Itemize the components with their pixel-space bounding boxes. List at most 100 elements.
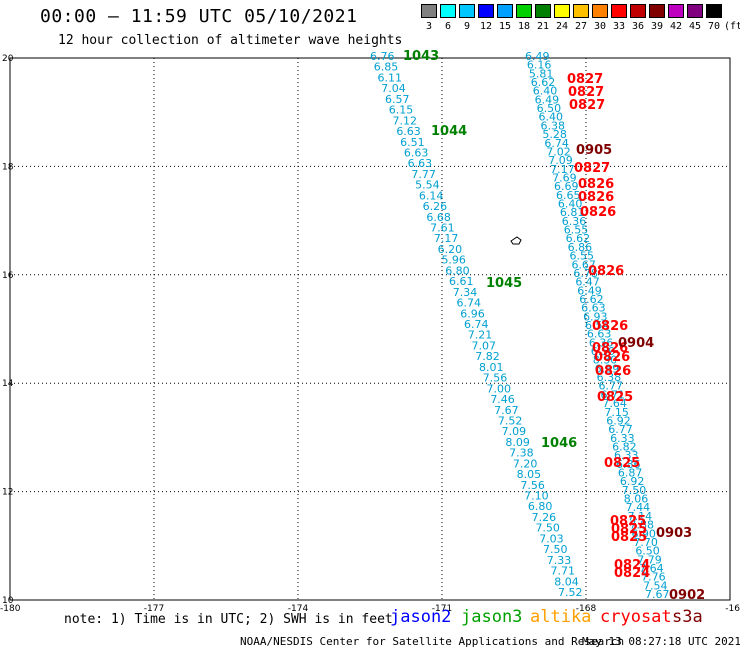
wave-height-value: 6.78 [573, 267, 598, 280]
wave-height-value: 8.30 [593, 354, 618, 367]
wave-height-value: 7.70 [633, 536, 658, 549]
wave-height-value: 7.12 [393, 114, 418, 127]
wave-height-value: 6.14 [419, 189, 444, 202]
wave-height-value: 6.86 [616, 458, 641, 471]
legend-label: 33 [612, 21, 626, 32]
wave-height-value: 6.38 [540, 119, 565, 132]
wave-height-value: 6.39 [595, 362, 620, 375]
cryosat-time-label: 0824 [614, 558, 650, 573]
wave-height-value: 6.77 [608, 423, 633, 436]
wave-height-value: 6.71 [600, 388, 625, 401]
jason3-time-label: 1044 [431, 124, 467, 139]
wave-height-value: 7.09 [502, 425, 526, 438]
wave-height-value: 8.04 [554, 575, 579, 588]
wave-height-value: 6.82 [612, 440, 637, 453]
wave-height-value: 6.49 [525, 50, 550, 63]
wave-height-value: 6.92 [606, 414, 631, 427]
wave-height-value: 7.10 [524, 490, 549, 503]
legend-s3a: s3a [672, 607, 703, 627]
cryosat-time-label: 0825 [597, 390, 633, 405]
wave-height-value: 7.56 [520, 479, 545, 492]
legend-label: 24 [555, 21, 569, 32]
wave-height-value: 7.69 [552, 171, 577, 184]
legend-swatch [706, 4, 722, 18]
x-tick-label: -16 [725, 604, 740, 614]
page-title: 00:00 — 11:59 UTC 05/10/2021 [40, 6, 358, 27]
wave-height-value: 6.11 [378, 71, 403, 84]
legend-swatch [649, 4, 665, 18]
legend-label: 12 [479, 21, 493, 32]
wave-height-value: 6.90 [631, 527, 656, 540]
x-tick-label: -171 [432, 604, 452, 614]
wave-height-value: 6.74 [456, 297, 481, 310]
cryosat-time-label: 0827 [574, 161, 610, 176]
legend-label: 9 [463, 21, 471, 32]
wave-height-value: 6.59 [591, 345, 616, 358]
legend-swatch [573, 4, 589, 18]
wave-height-value: 6.50 [635, 545, 660, 558]
wave-height-value: 6.63 [587, 328, 612, 341]
legend-label: 30 [593, 21, 607, 32]
wave-height-value: 7.34 [453, 286, 478, 299]
wave-height-value: 6.85 [374, 61, 399, 74]
cryosat-time-label: 0826 [588, 264, 624, 279]
wave-height-value: 7.64 [639, 562, 664, 575]
wave-height-value: 7.46 [490, 393, 515, 406]
wave-height-value: 6.40 [533, 85, 558, 98]
x-tick-label: -180 [0, 604, 21, 614]
wave-height-value: 6.74 [464, 318, 489, 331]
legend-label: 18 [517, 21, 531, 32]
wave-height-value: 7.79 [637, 553, 662, 566]
wave-height-value: 7.38 [509, 447, 534, 460]
wave-height-value: 6.33 [614, 449, 639, 462]
legend-swatch [478, 4, 494, 18]
wave-height-value: 6.65 [556, 189, 581, 202]
y-tick-label: 10 [2, 596, 14, 606]
legend-swatch [516, 4, 532, 18]
wave-height-value: 6.36 [589, 336, 614, 349]
legend-swatch [535, 4, 551, 18]
wave-height-value: 6.40 [539, 111, 564, 124]
cryosat-time-label: 0826 [594, 350, 630, 365]
wave-height-value: 6.63 [581, 302, 606, 315]
legend-swatch [459, 4, 475, 18]
legend-jason2: jason2 [390, 607, 452, 627]
wave-height-value: 6.47 [575, 276, 600, 289]
wave-height-value: 6.63 [396, 125, 421, 138]
wave-height-value: 7.61 [430, 222, 455, 235]
wave-height-value: 5.54 [415, 179, 440, 192]
cryosat-time-label: 0827 [569, 98, 605, 113]
wave-height-value: 6.62 [566, 232, 591, 245]
legend-swatch [668, 4, 684, 18]
legend-jason3: jason3 [461, 607, 523, 627]
wave-height-value: 7.02 [546, 145, 571, 158]
wave-height-value: 6.49 [577, 284, 602, 297]
wave-height-value: 6.68 [426, 211, 451, 224]
wave-height-value: 7.00 [487, 382, 512, 395]
wave-height-value: 7.67 [494, 404, 518, 417]
wave-height-value: 7.20 [513, 457, 538, 470]
legend-swatch [554, 4, 570, 18]
y-tick-label: 16 [2, 271, 14, 281]
wave-height-value: 6.63 [404, 146, 429, 159]
cryosat-time-label: 0826 [595, 364, 631, 379]
x-tick-label: -177 [144, 604, 164, 614]
legend-label: 70 [707, 21, 721, 32]
y-tick-label: 20 [2, 54, 14, 64]
page-subtitle: 12 hour collection of altimeter wave hei… [58, 33, 403, 48]
s3a-time-label: 0905 [576, 143, 612, 158]
legend-swatch [497, 4, 513, 18]
y-tick-label: 12 [2, 488, 13, 498]
wave-height-value: 7.77 [411, 168, 436, 181]
wave-height-value: 5.96 [441, 254, 466, 267]
wave-height-value: 6.26 [423, 200, 448, 213]
wave-height-value: 6.96 [460, 307, 485, 320]
wave-height-value: 6.80 [528, 500, 553, 513]
footer-note: note: 1) Time is in UTC; 2) SWH is in fe… [64, 612, 393, 627]
wave-height-value: 7.56 [483, 372, 508, 385]
wave-height-value: 6.33 [610, 432, 635, 445]
wave-height-value: 7.17 [434, 232, 459, 245]
wave-height-value: 6.63 [408, 157, 433, 170]
cryosat-time-label: 0826 [592, 319, 628, 334]
